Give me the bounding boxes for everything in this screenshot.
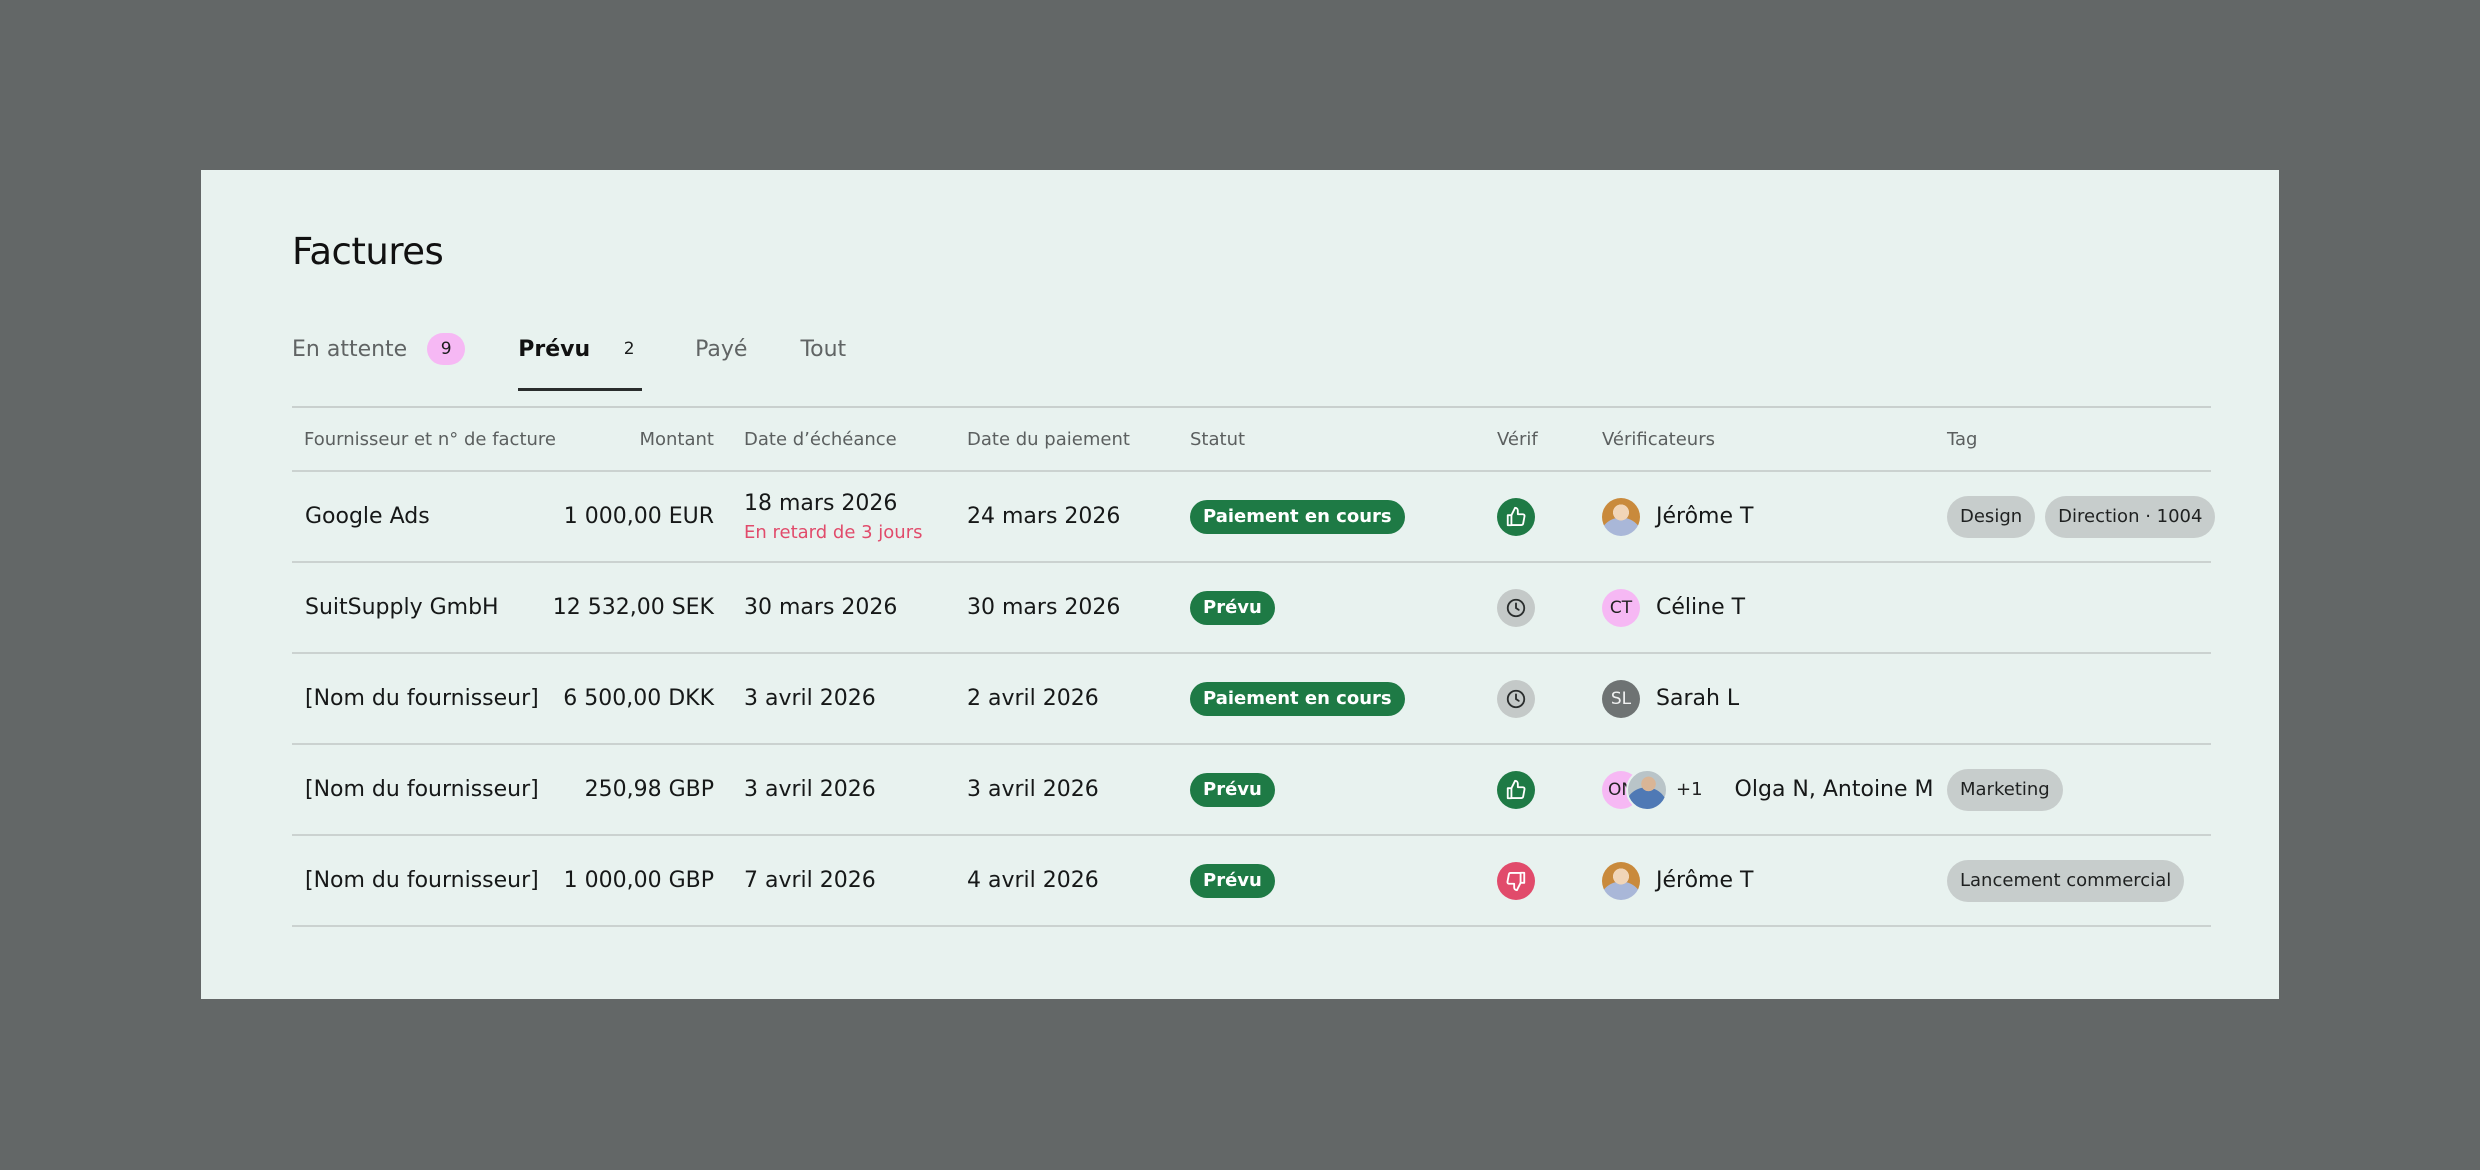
- thumbs-down-icon: [1497, 861, 1535, 900]
- reviewer-name: Jérôme T: [1656, 868, 1754, 893]
- vendor-name: [Nom du fournisseur]: [305, 686, 539, 711]
- table-header: Fournisseur et n° de facture Montant Dat…: [292, 408, 2211, 472]
- thumbs-up-icon: [1497, 497, 1535, 536]
- table-row[interactable]: SuitSupply GmbH 12 532,00 SEK 30 mars 20…: [292, 563, 2211, 654]
- status-cell: Paiement en cours: [1190, 654, 1470, 743]
- invoice-amount: 6 500,00 DKK: [563, 686, 714, 711]
- status-badge: Paiement en cours: [1190, 681, 1405, 716]
- vendor-name: SuitSupply GmbH: [305, 595, 499, 620]
- tags-cell: Marketing: [1947, 745, 2207, 834]
- avatar: SL: [1602, 679, 1640, 718]
- status-badge: Prévu: [1190, 772, 1275, 807]
- thumbs-up-icon: [1497, 770, 1535, 809]
- status-cell: Prévu: [1190, 563, 1470, 652]
- tab-label: En attente: [292, 336, 408, 362]
- invoices-panel: Factures En attente 9 Prévu 2 Payé Tout …: [201, 170, 2279, 999]
- tag-badge[interactable]: Lancement commercial: [1947, 859, 2185, 902]
- reviewer-names: Olga N, Antoine M + 1 a: [1734, 777, 1938, 802]
- table-row[interactable]: [Nom du fournisseur] 6 500,00 DKK 3 avri…: [292, 654, 2211, 745]
- reviewer-cell: Jérôme T: [1602, 836, 1938, 925]
- tab-count-badge: 2: [623, 339, 635, 359]
- reviewer-name: Jérôme T: [1656, 504, 1754, 529]
- table-row[interactable]: Google Ads 1 000,00 EUR 18 mars 2026 En …: [292, 472, 2216, 563]
- overdue-label: En retard de 3 jours: [744, 521, 923, 543]
- payment-date: 3 avril 2026: [967, 777, 1099, 802]
- vendor-name: [Nom du fournisseur]: [305, 777, 539, 802]
- more-reviewers-count: +1: [1676, 779, 1703, 800]
- due-date: 3 avril 2026: [744, 777, 876, 802]
- invoice-amount: 1 000,00 GBP: [563, 868, 714, 893]
- avatar: [1602, 497, 1640, 536]
- due-date: 30 mars 2026: [744, 595, 898, 620]
- tab-count-badge: 9: [427, 333, 466, 365]
- table-row[interactable]: [Nom du fournisseur] 1 000,00 GBP 7 avri…: [292, 836, 2211, 927]
- tag-badge[interactable]: Direction · 1004: [2045, 495, 2216, 538]
- invoices-table: Fournisseur et n° de facture Montant Dat…: [292, 406, 2216, 927]
- tab-label: Prévu: [518, 336, 591, 362]
- due-date: 3 avril 2026: [744, 686, 876, 711]
- clock-icon: [1497, 679, 1535, 718]
- avatar-group[interactable]: ON +1: [1602, 768, 1703, 811]
- column-header-verification[interactable]: Vérif: [1497, 428, 1538, 450]
- reviewer-cell: ON +1 Olga N, Antoine M + 1 a: [1602, 745, 1938, 834]
- clock-icon: [1497, 588, 1535, 627]
- due-date: 7 avril 2026: [744, 868, 876, 893]
- tags-cell: [1947, 563, 2207, 652]
- status-badge: Prévu: [1190, 590, 1275, 625]
- status-cell: Paiement en cours: [1190, 472, 1470, 561]
- payment-date: 4 avril 2026: [967, 868, 1099, 893]
- tags-cell: Lancement commercial: [1947, 836, 2207, 925]
- tags-cell: Design Direction · 1004: [1947, 472, 2216, 561]
- tab-scheduled[interactable]: Prévu 2: [518, 325, 643, 391]
- reviewer-name: Sarah L: [1656, 686, 1740, 711]
- column-header-reviewers[interactable]: Vérificateurs: [1602, 428, 1715, 450]
- reviewer-name: Céline T: [1656, 595, 1746, 620]
- tag-badge[interactable]: Marketing: [1947, 768, 2063, 811]
- verification-cell: [1497, 654, 1577, 743]
- vendor-name: Google Ads: [305, 504, 430, 529]
- tab-label: Tout: [800, 336, 847, 362]
- invoice-amount: 1 000,00 EUR: [563, 504, 714, 529]
- payment-date: 30 mars 2026: [967, 595, 1121, 620]
- column-header-payment-date[interactable]: Date du paiement: [967, 428, 1130, 450]
- table-row[interactable]: [Nom du fournisseur] 250,98 GBP 3 avril …: [292, 745, 2211, 836]
- avatar: [1626, 768, 1668, 811]
- status-badge: Prévu: [1190, 863, 1275, 898]
- column-header-tag[interactable]: Tag: [1947, 428, 1978, 450]
- tab-paid[interactable]: Payé: [695, 325, 747, 373]
- reviewer-cell: Jérôme T: [1602, 472, 1938, 561]
- tab-label: Payé: [695, 336, 748, 362]
- invoice-amount: 12 532,00 SEK: [552, 595, 714, 620]
- column-header-vendor[interactable]: Fournisseur et n° de facture: [304, 428, 556, 450]
- reviewer-cell: CT Céline T: [1602, 563, 1938, 652]
- tags-cell: [1947, 654, 2207, 743]
- verification-cell: [1497, 472, 1577, 561]
- status-badge: Paiement en cours: [1190, 499, 1405, 534]
- invoice-amount: 250,98 GBP: [584, 777, 714, 802]
- tab-pending[interactable]: En attente 9: [292, 325, 466, 373]
- vendor-name: [Nom du fournisseur]: [305, 868, 539, 893]
- column-header-due-date[interactable]: Date d’échéance: [744, 428, 897, 450]
- due-date: 18 mars 2026: [744, 490, 898, 516]
- tag-badge[interactable]: Design: [1947, 495, 2036, 538]
- payment-date: 2 avril 2026: [967, 686, 1099, 711]
- reviewer-cell: SL Sarah L: [1602, 654, 1938, 743]
- tab-all[interactable]: Tout: [800, 325, 846, 373]
- column-header-amount[interactable]: Montant: [639, 428, 714, 450]
- status-cell: Prévu: [1190, 745, 1470, 834]
- verification-cell: [1497, 745, 1577, 834]
- verification-cell: [1497, 836, 1577, 925]
- status-cell: Prévu: [1190, 836, 1470, 925]
- due-date-cell: 18 mars 2026 En retard de 3 jours: [744, 472, 954, 561]
- page-title: Factures: [292, 230, 444, 273]
- avatar: [1602, 861, 1640, 900]
- column-header-status[interactable]: Statut: [1190, 428, 1246, 450]
- payment-date: 24 mars 2026: [967, 504, 1121, 529]
- avatar: CT: [1602, 588, 1640, 627]
- verification-cell: [1497, 563, 1577, 652]
- tab-bar: En attente 9 Prévu 2 Payé Tout: [292, 325, 899, 391]
